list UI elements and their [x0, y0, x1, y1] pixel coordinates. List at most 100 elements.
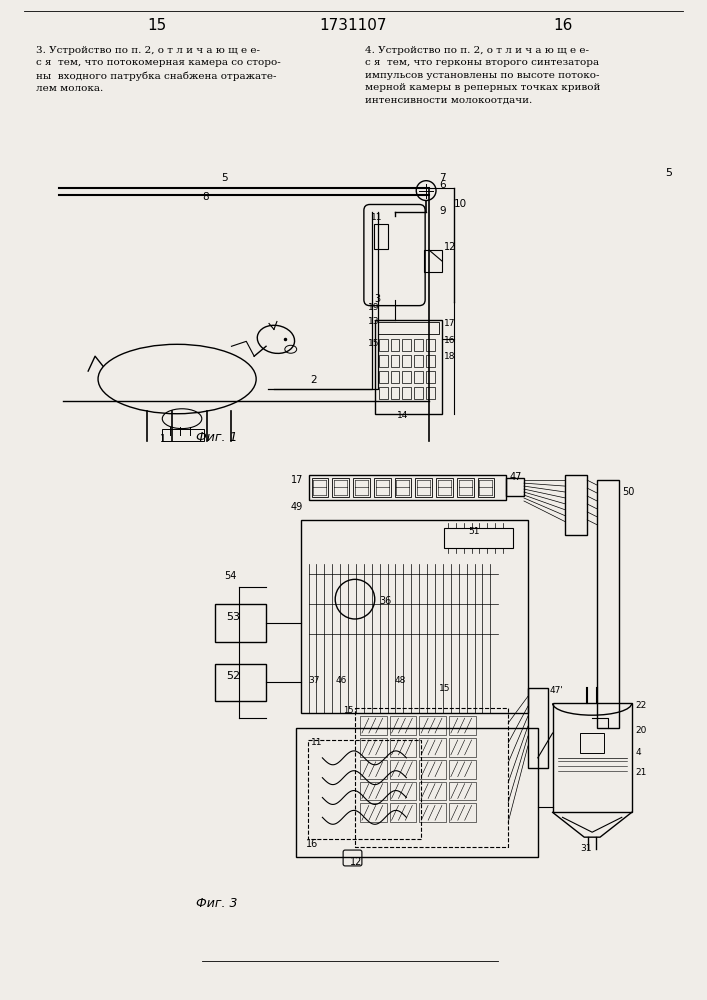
Text: 21: 21	[636, 768, 647, 777]
Text: 16: 16	[305, 839, 318, 849]
Bar	[379, 387, 387, 399]
Text: 4: 4	[636, 748, 641, 757]
Text: 51: 51	[469, 527, 480, 536]
Bar	[390, 738, 416, 757]
Text: 15: 15	[439, 684, 450, 693]
Bar	[449, 738, 476, 757]
Bar	[402, 371, 411, 383]
Text: 16: 16	[553, 18, 572, 33]
Bar	[215, 604, 266, 642]
Text: 49: 49	[291, 502, 303, 512]
Bar	[374, 224, 387, 249]
Bar	[528, 688, 548, 768]
Bar	[402, 387, 411, 399]
Bar	[300, 520, 528, 713]
Text: 11: 11	[310, 738, 322, 747]
Bar	[553, 703, 631, 812]
Bar	[449, 782, 476, 800]
Text: 12: 12	[350, 857, 363, 867]
Text: 6: 6	[439, 180, 445, 190]
Text: 22: 22	[636, 701, 647, 710]
Bar	[379, 371, 387, 383]
Bar	[375, 320, 442, 414]
Bar	[390, 782, 416, 800]
Text: 15: 15	[148, 18, 167, 33]
Text: 31: 31	[580, 844, 592, 853]
Bar	[419, 803, 446, 822]
Bar	[355, 708, 508, 847]
Text: 3. Устройство по п. 2, о т л и ч а ю щ е е-
с я  тем, что потокомерная камера со: 3. Устройство по п. 2, о т л и ч а ю щ е…	[36, 46, 281, 93]
Bar	[360, 803, 387, 822]
Text: 14: 14	[397, 411, 408, 420]
Bar	[424, 250, 442, 272]
Text: 4. Устройство по п. 2, о т л и ч а ю щ е е-
с я  тем, что герконы второго синтез: 4. Устройство по п. 2, о т л и ч а ю щ е…	[365, 46, 600, 105]
Bar	[419, 738, 446, 757]
Bar	[390, 803, 416, 822]
Text: 47': 47'	[549, 686, 563, 695]
Bar	[215, 664, 266, 701]
Text: 47: 47	[509, 472, 522, 482]
Bar	[374, 478, 390, 497]
Text: 52: 52	[226, 671, 240, 681]
Bar	[308, 740, 421, 839]
Bar	[414, 339, 423, 351]
Text: 46: 46	[335, 676, 346, 685]
Bar	[436, 478, 452, 497]
Bar	[457, 478, 474, 497]
Bar	[390, 371, 399, 383]
Text: 53: 53	[226, 612, 240, 622]
Bar	[360, 782, 387, 800]
Text: 20: 20	[636, 726, 647, 735]
Text: 15: 15	[343, 706, 354, 715]
Bar	[580, 733, 604, 753]
Bar	[414, 371, 423, 383]
Text: 37: 37	[308, 676, 320, 685]
Bar	[163, 429, 204, 440]
Bar	[506, 478, 524, 496]
Bar	[390, 716, 416, 735]
Bar	[395, 478, 411, 497]
Text: 7: 7	[439, 173, 445, 183]
Bar	[379, 355, 387, 367]
Text: 5: 5	[221, 173, 228, 183]
Bar	[360, 716, 387, 735]
Bar	[308, 475, 506, 500]
Text: 1: 1	[160, 434, 166, 444]
Text: 9: 9	[439, 206, 445, 216]
Bar	[332, 478, 349, 497]
Bar	[390, 387, 399, 399]
Bar	[296, 728, 538, 857]
Text: 50: 50	[621, 487, 634, 497]
Text: 1731107: 1731107	[320, 18, 387, 33]
Bar	[414, 387, 423, 399]
Text: 5: 5	[665, 168, 672, 178]
Text: 17: 17	[291, 475, 303, 485]
Bar	[426, 355, 435, 367]
Bar	[390, 760, 416, 779]
Bar	[444, 528, 513, 548]
Bar	[426, 371, 435, 383]
Bar	[449, 760, 476, 779]
Bar	[414, 355, 423, 367]
Text: 15: 15	[368, 339, 380, 348]
Text: 2: 2	[310, 375, 317, 385]
Bar	[419, 760, 446, 779]
Bar	[312, 478, 328, 497]
Bar	[390, 355, 399, 367]
Text: 10: 10	[454, 199, 467, 209]
Bar	[353, 478, 370, 497]
Bar	[415, 478, 432, 497]
Text: 13: 13	[368, 317, 380, 326]
Text: 48: 48	[395, 676, 406, 685]
Bar	[566, 475, 588, 535]
Bar	[419, 782, 446, 800]
Text: Фиг. 3: Фиг. 3	[196, 897, 238, 910]
Bar	[426, 387, 435, 399]
Bar	[419, 716, 446, 735]
Bar	[597, 480, 619, 728]
Bar	[477, 478, 494, 497]
Text: Фиг. 1: Фиг. 1	[196, 431, 238, 444]
Text: 11: 11	[370, 213, 382, 222]
Bar	[402, 355, 411, 367]
Bar	[449, 716, 476, 735]
